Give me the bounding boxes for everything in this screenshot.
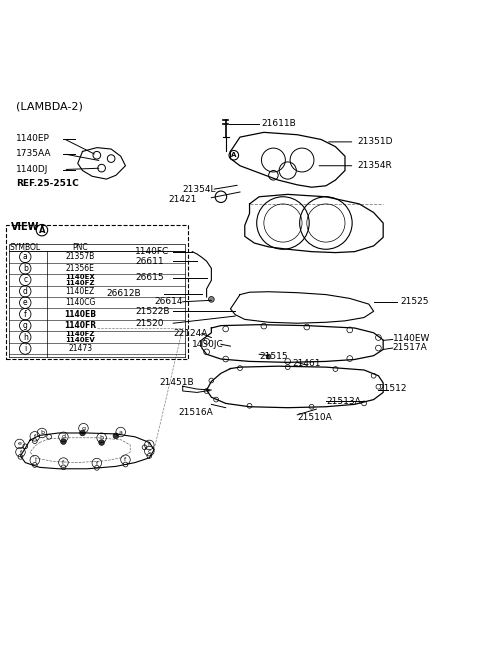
Circle shape: [60, 439, 66, 445]
Text: 21520: 21520: [135, 319, 164, 328]
Text: 21354R: 21354R: [357, 161, 392, 171]
Text: l: l: [34, 458, 36, 462]
Text: 26614: 26614: [154, 297, 182, 306]
Text: 22124A: 22124A: [173, 329, 207, 338]
Text: SYMBOL: SYMBOL: [10, 243, 41, 253]
Text: 1140FZ: 1140FZ: [65, 279, 95, 285]
Text: 21515: 21515: [259, 352, 288, 361]
Text: 1140FZ: 1140FZ: [65, 331, 95, 337]
Circle shape: [80, 430, 85, 436]
Text: f: f: [24, 310, 26, 319]
Text: 1140EV: 1140EV: [65, 337, 95, 343]
Text: 21525: 21525: [400, 297, 428, 306]
Text: 21516A: 21516A: [178, 409, 213, 417]
Text: d: d: [61, 434, 65, 440]
Text: a: a: [119, 430, 122, 434]
Text: 1140FC: 1140FC: [135, 247, 169, 256]
Circle shape: [208, 297, 214, 302]
Text: 21354L: 21354L: [183, 185, 216, 194]
Text: 21512: 21512: [378, 384, 407, 393]
Text: PNC: PNC: [72, 243, 88, 253]
Text: A: A: [39, 226, 45, 235]
Text: f: f: [19, 449, 22, 455]
Text: 21421: 21421: [168, 195, 197, 203]
Text: 1140EW: 1140EW: [393, 334, 430, 343]
Text: 1430JC: 1430JC: [192, 340, 224, 349]
Text: 21517A: 21517A: [393, 342, 428, 352]
Text: 21357B: 21357B: [65, 253, 95, 261]
Text: b: b: [40, 430, 44, 436]
Text: 21522B: 21522B: [135, 307, 169, 316]
Text: 21611B: 21611B: [262, 119, 296, 129]
Text: VIEW: VIEW: [11, 222, 39, 232]
Text: 21351D: 21351D: [357, 137, 393, 146]
Text: 1140EX: 1140EX: [65, 274, 95, 280]
Text: c: c: [23, 276, 27, 284]
Text: 1140EB: 1140EB: [64, 310, 96, 319]
Text: 1140CG: 1140CG: [65, 298, 96, 307]
Text: f: f: [34, 434, 36, 439]
Text: 1140FR: 1140FR: [64, 321, 96, 330]
Text: e: e: [23, 298, 27, 307]
Text: 21461: 21461: [292, 359, 321, 368]
Text: 21356E: 21356E: [66, 264, 95, 273]
Text: 26615: 26615: [135, 274, 164, 282]
Text: 1140EP: 1140EP: [16, 134, 49, 143]
Text: g: g: [82, 426, 85, 431]
Text: e: e: [18, 441, 22, 447]
Text: a: a: [23, 253, 28, 261]
Circle shape: [113, 433, 119, 439]
Text: h: h: [23, 333, 28, 342]
Text: f: f: [148, 442, 150, 447]
Text: 1140DJ: 1140DJ: [16, 165, 48, 174]
Text: i: i: [24, 344, 26, 353]
Text: f: f: [96, 461, 98, 466]
Text: (LAMBDA-2): (LAMBDA-2): [16, 101, 83, 112]
Text: 21451B: 21451B: [159, 379, 193, 388]
Text: h: h: [100, 436, 104, 440]
Text: f: f: [62, 460, 64, 465]
Text: c: c: [147, 449, 151, 453]
Text: b: b: [23, 264, 28, 273]
Text: g: g: [23, 321, 28, 330]
Text: 21510A: 21510A: [297, 413, 332, 422]
Circle shape: [99, 440, 105, 445]
Text: A: A: [231, 152, 237, 158]
Text: f: f: [124, 457, 127, 462]
Text: 21513A: 21513A: [326, 398, 360, 407]
Text: 26611: 26611: [135, 256, 164, 266]
Circle shape: [266, 354, 271, 359]
Text: 1735AA: 1735AA: [16, 150, 51, 158]
Text: d: d: [23, 287, 28, 296]
Text: 26612B: 26612B: [107, 289, 141, 298]
Text: REF.25-251C: REF.25-251C: [16, 179, 78, 188]
Text: 21473: 21473: [68, 344, 92, 353]
Text: 1140EZ: 1140EZ: [65, 287, 95, 296]
